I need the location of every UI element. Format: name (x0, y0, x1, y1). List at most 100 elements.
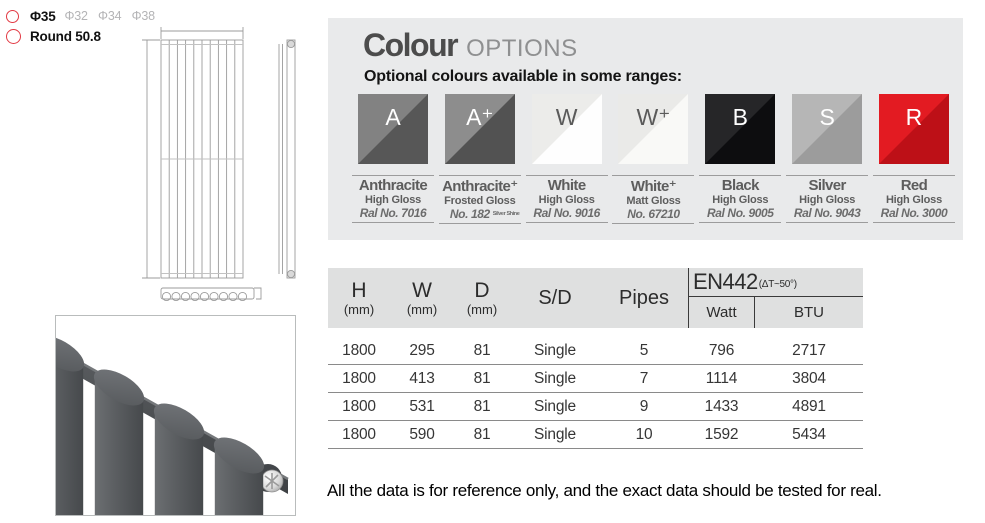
swatch-anthracite-plus: A⁺ Anthracite⁺ Frosted Gloss No. 182 Sil… (438, 94, 522, 224)
cell-w: 295 (409, 341, 435, 359)
spec-row: 1800 295 81 Single 5 796 2717 (328, 337, 863, 365)
chip-code: W⁺ (636, 104, 671, 130)
colour-chip-black: B (705, 94, 776, 164)
colour-title-main: Colour (363, 27, 459, 63)
swatch-label: Anthracite High Gloss Ral No. 7016 (352, 175, 434, 223)
cell-w: 413 (409, 369, 435, 387)
colour-name: Anthracite (358, 177, 428, 194)
spec-row: 1800 590 81 Single 10 1592 5434 (328, 421, 863, 449)
colour-chip-red: R (878, 94, 949, 164)
cell-sd: Single (534, 397, 576, 415)
cell-h: 1800 (342, 341, 376, 359)
disclaimer-note: All the data is for reference only, and … (327, 481, 882, 500)
cell-w: 531 (409, 397, 435, 415)
colour-ral: No. 67210 (627, 207, 680, 221)
colour-title-sub: OPTIONS (466, 35, 578, 62)
chip-code: A (385, 104, 401, 130)
colour-name: Black (721, 177, 760, 194)
colour-ral: Ral No. 9016 (533, 206, 600, 220)
cell-pipes: 9 (639, 397, 649, 415)
radiator-tubes-illustration (56, 316, 295, 515)
cell-d: 81 (473, 341, 491, 359)
colour-ral: Ral No. 9043 (793, 206, 861, 220)
cell-pipes: 10 (635, 425, 653, 443)
swatch-label: Silver High Gloss Ral No. 9043 (786, 175, 869, 223)
cell-d: 81 (473, 369, 491, 387)
red-circle-icon (6, 9, 19, 23)
swatch-label: White High Gloss Ral No. 9016 (525, 175, 608, 223)
colour-name: White (547, 177, 586, 194)
colour-ral: Ral No. 7016 (359, 206, 427, 220)
colour-ral: No. 182 Silver Shine (449, 207, 520, 221)
header-d: D (mm) (466, 278, 498, 317)
diameter-options: Φ32 Φ34 Φ38 (64, 9, 156, 23)
swatch-label: White⁺ Matt Gloss No. 67210 (612, 175, 695, 224)
cell-sd: Single (534, 425, 576, 443)
colour-options-title: Colour OPTIONS (363, 27, 578, 64)
header-w: W (mm) (406, 278, 438, 317)
red-circle-icon (6, 28, 21, 44)
spec-row: 1800 531 81 Single 9 1433 4891 (328, 393, 863, 421)
en442-condition: (ΔT~50°) (758, 278, 797, 290)
spec-table-header: H (mm) W (mm) D (mm) S/D Pipes EN442 (ΔT… (328, 268, 863, 328)
cell-btu: 3804 (792, 369, 826, 387)
legend-row-round: Round 50.8 (6, 27, 155, 45)
header-watt: Watt (689, 297, 755, 328)
cell-d: 81 (473, 425, 491, 443)
colour-ral: Ral No. 3000 (880, 206, 948, 220)
cell-watt: 796 (708, 341, 735, 359)
spec-row: 1800 413 81 Single 7 1114 3804 (328, 365, 863, 393)
swatch-label: Red High Gloss Ral No. 3000 (872, 175, 955, 223)
swatch-silver: S Silver High Gloss Ral No. 9043 (785, 94, 869, 224)
colour-finish: High Gloss (364, 194, 422, 206)
round-size-label: Round 50.8 (30, 28, 101, 44)
header-btu: BTU (794, 304, 824, 321)
cell-btu: 4891 (792, 397, 826, 415)
cell-watt: 1114 (705, 369, 738, 387)
colour-ral-note: Silver Shine (492, 211, 520, 218)
diameter-selected: Φ35 (30, 8, 56, 24)
chip-code: W (555, 104, 578, 130)
cell-watt: 1592 (704, 425, 739, 443)
colour-finish: High Gloss (712, 194, 769, 206)
cell-watt: 1433 (704, 397, 739, 415)
chip-code: R (905, 104, 923, 130)
colour-finish: Matt Gloss (626, 195, 681, 207)
colour-finish: High Gloss (538, 194, 595, 206)
chip-code: B (732, 104, 748, 130)
chip-code: S (819, 104, 835, 130)
cell-w: 590 (409, 425, 435, 443)
colour-finish: Frosted Gloss (444, 195, 516, 207)
swatch-white-plus: W⁺ White⁺ Matt Gloss No. 67210 (611, 94, 695, 224)
cell-pipes: 7 (639, 369, 649, 387)
cell-pipes: 5 (639, 341, 649, 359)
cell-btu: 2717 (792, 341, 826, 359)
cell-h: 1800 (342, 369, 376, 387)
cell-h: 1800 (342, 425, 376, 443)
colour-swatch-row: A Anthracite High Gloss Ral No. 7016 A⁺ … (351, 94, 956, 224)
header-sd: S/D (538, 286, 572, 309)
tube-diameter-legend: Φ35 Φ32 Φ34 Φ38 Round 50.8 (6, 7, 155, 47)
colour-chip-anthracite-plus: A⁺ (444, 94, 515, 164)
header-h: H (mm) (343, 278, 375, 317)
colour-ral: Ral No. 9005 (707, 206, 774, 220)
colour-chip-white: W (531, 94, 602, 164)
swatch-red: R Red High Gloss Ral No. 3000 (872, 94, 956, 224)
swatch-anthracite: A Anthracite High Gloss Ral No. 7016 (351, 94, 435, 224)
cell-sd: Single (534, 369, 576, 387)
colour-name: Anthracite⁺ (442, 178, 518, 195)
spec-table-body: 1800 295 81 Single 5 796 2717 1800 413 8… (328, 337, 863, 449)
radiator-technical-drawing (142, 27, 296, 302)
colour-options-subtitle: Optional colours available in some range… (364, 68, 682, 85)
cell-h: 1800 (342, 397, 376, 415)
spec-table: H (mm) W (mm) D (mm) S/D Pipes EN442 (ΔT… (328, 268, 863, 449)
colour-chip-white-plus: W⁺ (618, 94, 689, 164)
colour-name: Red (900, 177, 928, 194)
colour-options-panel: Colour OPTIONS Optional colours available… (328, 18, 963, 240)
cell-d: 81 (473, 397, 491, 415)
swatch-label: Anthracite⁺ Frosted Gloss No. 182 Silver… (438, 175, 521, 224)
radiator-closeup-photo (55, 315, 296, 516)
cell-sd: Single (534, 341, 576, 359)
header-pipes: Pipes (618, 286, 670, 309)
